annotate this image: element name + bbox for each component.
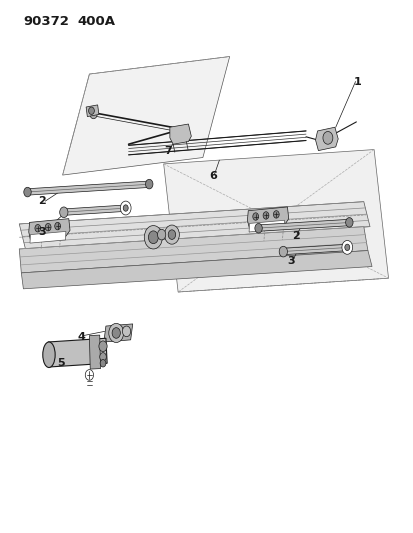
Circle shape <box>344 244 349 251</box>
Text: 90372: 90372 <box>23 14 69 28</box>
Circle shape <box>145 179 152 189</box>
Circle shape <box>88 107 94 115</box>
Ellipse shape <box>43 342 55 368</box>
Circle shape <box>144 225 162 249</box>
Polygon shape <box>89 335 100 369</box>
Circle shape <box>341 240 352 254</box>
Text: 6: 6 <box>209 171 216 181</box>
Polygon shape <box>249 220 284 232</box>
Circle shape <box>273 211 278 218</box>
Circle shape <box>59 207 68 217</box>
Text: 400A: 400A <box>77 14 115 28</box>
Polygon shape <box>19 227 367 273</box>
Polygon shape <box>28 219 70 240</box>
Circle shape <box>263 212 268 219</box>
Circle shape <box>100 360 106 367</box>
Text: 4: 4 <box>77 332 85 342</box>
Circle shape <box>120 201 131 215</box>
Polygon shape <box>19 201 369 249</box>
Polygon shape <box>169 124 191 144</box>
Text: 3: 3 <box>38 227 46 237</box>
Text: 2: 2 <box>291 231 299 241</box>
Polygon shape <box>256 219 351 231</box>
Polygon shape <box>30 231 66 243</box>
Polygon shape <box>280 244 349 255</box>
Circle shape <box>24 187 31 197</box>
Circle shape <box>164 225 179 244</box>
Polygon shape <box>62 205 128 215</box>
Circle shape <box>85 369 93 380</box>
Text: 7: 7 <box>164 146 171 156</box>
Text: 3: 3 <box>287 256 295 266</box>
Polygon shape <box>315 127 337 151</box>
Circle shape <box>99 341 107 352</box>
Polygon shape <box>163 150 388 292</box>
Polygon shape <box>62 56 229 175</box>
Polygon shape <box>104 324 133 342</box>
Polygon shape <box>48 338 107 367</box>
Circle shape <box>45 223 51 231</box>
Text: 2: 2 <box>38 196 46 206</box>
Polygon shape <box>247 207 288 229</box>
Circle shape <box>252 213 258 220</box>
Polygon shape <box>25 181 151 195</box>
Circle shape <box>122 326 131 337</box>
Polygon shape <box>21 251 371 289</box>
Circle shape <box>168 230 175 239</box>
Circle shape <box>109 324 123 343</box>
Circle shape <box>345 217 352 227</box>
Circle shape <box>148 231 158 244</box>
Circle shape <box>322 132 332 144</box>
Circle shape <box>55 222 60 230</box>
Circle shape <box>157 229 165 240</box>
Circle shape <box>278 246 287 257</box>
Circle shape <box>254 223 262 233</box>
Circle shape <box>100 353 106 361</box>
Polygon shape <box>86 105 99 117</box>
Circle shape <box>112 328 120 338</box>
Circle shape <box>90 109 97 119</box>
Circle shape <box>123 205 128 211</box>
Text: 5: 5 <box>57 358 64 368</box>
Text: 1: 1 <box>353 77 361 87</box>
Circle shape <box>35 224 40 232</box>
